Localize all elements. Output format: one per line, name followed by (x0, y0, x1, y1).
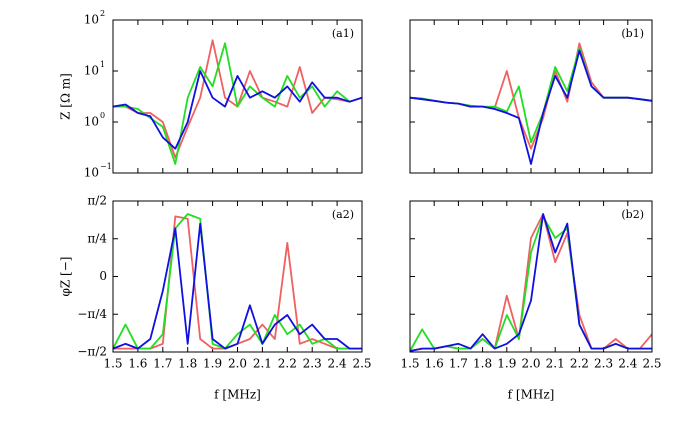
axes-frame (409, 200, 653, 353)
x-tick-label: 1.8 (178, 357, 197, 371)
y-tick-label: 0 (99, 269, 107, 283)
x-tick-label: 2.1 (546, 357, 565, 371)
x-tick-label: 1.6 (128, 357, 147, 371)
x-tick-label: 2.3 (303, 357, 322, 371)
x-tick-label: 1.9 (203, 357, 222, 371)
series-line (113, 42, 362, 165)
y-tick-label: 10 (84, 64, 99, 78)
x-tick-label: 2.1 (253, 357, 272, 371)
x-tick-label: 2.4 (618, 357, 637, 371)
y-tick-label: 10 (84, 115, 99, 129)
series-line (113, 215, 362, 350)
y-tick-label: π/4 (87, 231, 107, 245)
x-tick-label: 2.4 (328, 357, 347, 371)
series-line (113, 213, 362, 350)
axes-frame (112, 200, 363, 353)
y-tick-exponent: 0 (100, 111, 105, 120)
x-tick-label: 2.0 (521, 357, 540, 371)
y-tick-exponent: 2 (100, 9, 105, 18)
x-tick-label: 1.7 (153, 357, 172, 371)
x-tick-label: 1.8 (473, 357, 492, 371)
panel: (b1) (409, 19, 653, 174)
y-tick-label: π/2 (87, 194, 107, 208)
series-line (410, 42, 652, 150)
y-tick-label: 10 (84, 13, 99, 27)
x-tick-label: 2.2 (278, 357, 297, 371)
x-tick-label: 1.7 (449, 357, 468, 371)
panel-label: (a1) (332, 27, 354, 40)
axes-frame (112, 19, 363, 174)
series-line (113, 222, 362, 350)
x-tick-label: 2.5 (642, 357, 661, 371)
x-axis-label: f [MHz] (508, 388, 555, 402)
panel-label: (a2) (332, 208, 354, 221)
series-line (113, 70, 362, 150)
panel-label: (b2) (621, 208, 644, 221)
panel-label: (b1) (621, 27, 644, 40)
x-tick-label: 2.5 (352, 357, 371, 371)
x-tick-label: 2.2 (570, 357, 589, 371)
y-axis-label: φZ [−] (59, 257, 73, 297)
series-line (113, 39, 362, 159)
series-line (410, 49, 652, 165)
y-axis-label: Z [Ω m] (59, 73, 73, 120)
series-line (410, 213, 652, 352)
y-tick-exponent: 1 (100, 60, 105, 69)
x-tick-label: 1.6 (425, 357, 444, 371)
panel: 1.5 1.6 1.7 1.8 1.9 2.0 2.1 2.2 2.3 2.4 2.5 (b2) f [… (400, 200, 662, 402)
x-tick-label: 2.0 (228, 357, 247, 371)
x-tick-label: 2.3 (594, 357, 613, 371)
x-tick-label: 1.9 (497, 357, 516, 371)
y-tick-exponent: −1 (100, 162, 112, 171)
x-tick-label: 1.5 (103, 357, 122, 371)
axes-frame (409, 19, 653, 174)
y-tick-label: −π/4 (77, 307, 107, 321)
series-line (410, 213, 652, 352)
x-tick-label: 1.5 (400, 357, 419, 371)
series-line (410, 47, 652, 144)
panel: −π/2 −π/4 0 π/4 π/2 1.5 1.6 1.7 1.8 1.9 2.0 2.1 2.2 2… (59, 194, 372, 402)
y-tick-label: 10 (84, 166, 99, 180)
y-tick-label: −π/2 (77, 345, 107, 359)
x-axis-label: f [MHz] (214, 388, 261, 402)
